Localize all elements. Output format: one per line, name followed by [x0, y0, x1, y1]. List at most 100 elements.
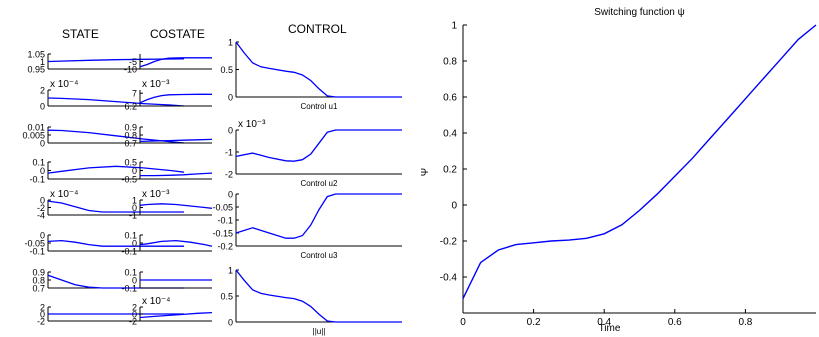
costate-3-series-line	[139, 138, 213, 143]
control-u2-ytick-label: 0	[228, 126, 233, 136]
state-8-ytick-label: -2	[37, 317, 45, 327]
control-u3-xlabel: Control u3	[301, 251, 338, 260]
state-8-ytick-label: 2	[40, 303, 45, 313]
state-1-ytick-label: 1	[40, 57, 45, 67]
costate-8-multiplier: x 10⁻⁴	[142, 296, 170, 307]
control-u3-series-line	[235, 193, 402, 239]
state-6-ytick-label: -0.1	[29, 247, 45, 257]
state-3-ytick-label: 0.005	[22, 131, 45, 141]
costate-8-series-line	[139, 311, 213, 319]
switching-xtick-label: 0.8	[738, 317, 752, 328]
costate-4-panel: 0.50-0.5	[121, 158, 213, 185]
control-norm-series-line	[235, 269, 402, 323]
state-5-series-line	[47, 200, 184, 213]
state-5-ytick-label: -4	[37, 211, 45, 221]
costate-2-multiplier: x 10⁻³	[142, 79, 170, 90]
state-2-series-line	[47, 97, 185, 107]
costate-1-series-line	[139, 57, 212, 68]
costate-3-ytick-label: 0.7	[124, 139, 137, 149]
control-norm-ytick-label: 0	[228, 318, 233, 328]
switching-xtick-label: 0.2	[527, 317, 541, 328]
state-6-ytick-label: 0	[40, 231, 45, 241]
costate-4-ytick-label: 0.5	[124, 158, 137, 168]
costate-3-panel: 0.90.80.7	[124, 123, 213, 149]
costate-5-multiplier: x 10⁻³	[142, 189, 170, 200]
costate-8-ytick-label: 0	[132, 310, 137, 320]
switching-ytick-label: 0.2	[443, 165, 457, 176]
control-u1-xlabel: Control u1	[301, 102, 338, 111]
switching-xtick-label: 0.6	[668, 317, 682, 328]
state-8-ytick-label: 0	[40, 310, 45, 320]
costate-3-ytick-label: 0.9	[124, 123, 137, 133]
control-u2-xlabel: Control u2	[301, 179, 338, 188]
costate-6-series-line	[139, 239, 213, 247]
costate-1-ytick-label: -5	[129, 57, 137, 67]
state-6-panel: 0-0.05-0.1	[24, 231, 184, 257]
switching-xlabel: Time	[599, 323, 621, 334]
control-u3-panel: 0 -0.05 -0.1 -0.15 -0.2 Control u3	[212, 190, 402, 260]
state-4-panel: 0.10-0.1	[29, 158, 185, 185]
control-u2-multiplier: x 10⁻³	[238, 119, 266, 130]
costate-5-ytick-label: -1	[129, 211, 137, 221]
switching-xtick-label: 0.4	[597, 317, 611, 328]
control-u1-ytick-label: 0.5	[220, 65, 233, 75]
costate-5-series-line	[139, 203, 213, 209]
control-u2-ytick-label: -2	[225, 170, 233, 180]
state-7-ytick-label: 0.7	[32, 284, 45, 294]
control-u2-panel: 0 -1 -2 x 10⁻³ Control u2	[225, 119, 402, 188]
control-norm-panel: 1 0.5 0 ||u||	[220, 266, 402, 336]
costate-4-ytick-label: 0	[132, 166, 137, 176]
costate-6-ytick-label: 0	[132, 239, 137, 249]
switching-ytick-label: 0.6	[443, 93, 457, 104]
costate-8-ytick-label: -2	[129, 317, 137, 327]
state-7-ytick-label: 0.8	[32, 276, 45, 286]
switching-ytick-label: -0.2	[440, 237, 458, 248]
control-u3-ytick-label: -0.1	[217, 216, 233, 226]
costate-7-panel: 0.10-0.1	[121, 268, 212, 294]
state-1-series-line	[47, 58, 185, 63]
control-u1-panel: 1 0.5 0 Control u1	[220, 38, 402, 111]
state-7-series-line	[47, 274, 184, 289]
control-norm-ytick-label: 1	[228, 266, 233, 276]
costate-5-panel: 10-1 x 10⁻³	[129, 189, 213, 221]
costate-6-ytick-label: -0.1	[121, 247, 137, 257]
state-6-ytick-label: -0.05	[24, 239, 45, 249]
state-4-ytick-label: -0.1	[29, 175, 45, 185]
costate-2-panel: 7 6.2 x 10⁻³	[124, 79, 212, 112]
state-1-ytick-label: 1.05	[27, 50, 45, 60]
control-u3-ytick-label: -0.15	[212, 229, 233, 239]
costate-4-series-line	[140, 172, 213, 177]
state-4-series-line	[47, 165, 185, 174]
control-u1-ytick-label: 1	[228, 38, 233, 48]
control-u2-ytick-label: -1	[225, 148, 233, 158]
switching-ytick-label: -0.4	[440, 273, 458, 284]
control-u3-ytick-label: -0.2	[217, 242, 233, 252]
state-header: STATE	[62, 27, 99, 41]
state-2-multiplier: x 10⁻⁴	[50, 79, 78, 90]
control-u1-series-line	[235, 41, 402, 98]
costate-2-ytick-label: 7	[132, 89, 137, 99]
control-u3-ytick-label: -0.05	[212, 203, 233, 213]
state-3-ytick-label: 0	[40, 139, 45, 149]
costate-6-panel: 0.10-0.1	[121, 231, 213, 257]
control-u3-ytick-label: 0	[228, 190, 233, 200]
state-5-ytick-label: 0	[40, 196, 45, 206]
state-4-ytick-label: 0	[40, 166, 45, 176]
switching-series-line	[462, 24, 817, 299]
costate-7-ytick-label: 0.1	[124, 268, 137, 278]
switching-title: Switching function ψ	[594, 7, 685, 18]
state-5-multiplier: x 10⁻⁴	[50, 189, 78, 200]
control-u1-ytick-label: 0	[228, 93, 233, 103]
control-u2-series-line	[235, 129, 402, 162]
costate-header: COSTATE	[150, 27, 205, 41]
state-4-ytick-label: 0.1	[32, 158, 45, 168]
state-7-ytick-label: 0.9	[32, 268, 45, 278]
switching-ytick-label: 0.4	[443, 129, 457, 140]
costate-8-ytick-label: 2	[132, 303, 137, 313]
state-2-ytick-label: 0	[40, 102, 45, 112]
switching-ylabel: Ψ	[420, 168, 431, 176]
